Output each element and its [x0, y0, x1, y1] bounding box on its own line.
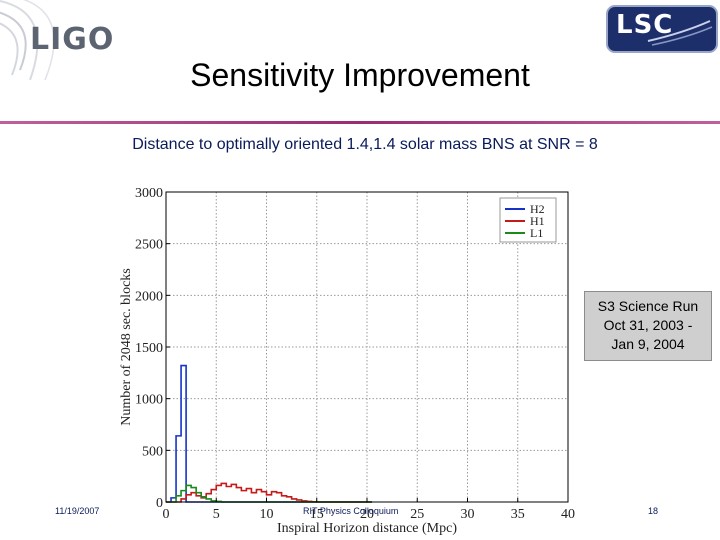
y-tick-label: 2500: [135, 238, 163, 253]
series-line-H2: [166, 364, 373, 503]
ligo-logo-text: LIGO: [30, 22, 115, 57]
x-tick-label: 15: [310, 507, 324, 522]
x-tick-label: 25: [410, 507, 424, 522]
legend-label-H1: H1: [530, 214, 545, 228]
lsc-swoosh-icon: [647, 20, 713, 46]
footer-event: RIT Physics Colloquium: [303, 506, 399, 516]
y-tick-label: 500: [142, 444, 163, 459]
lsc-logo: LSC: [606, 5, 718, 53]
x-tick-label: 20: [360, 507, 374, 522]
x-axis-label: Inspiral Horizon distance (Mpc): [277, 521, 457, 535]
footer-date: 11/19/2007: [55, 506, 100, 516]
y-axis-label: Number of 2048 sec. blocks: [119, 268, 134, 425]
x-tick-label: 5: [213, 507, 220, 522]
ligo-arcs-icon: [0, 0, 55, 81]
callout-line-1: S3 Science Run: [597, 298, 699, 314]
y-tick-label: 1000: [135, 393, 163, 408]
callout-line-2: Oct 31, 2003 -: [603, 317, 693, 333]
callout-line-3: Jan 9, 2004: [611, 336, 685, 352]
page-number: 18: [648, 506, 659, 516]
x-tick-label: 30: [461, 507, 475, 522]
title-divider: [0, 121, 720, 124]
y-tick-label: 3000: [135, 186, 163, 201]
slide-title: Sensitivity Improvement: [190, 57, 530, 93]
y-tick-label: 2000: [135, 289, 163, 304]
slide-subtitle: Distance to optimally oriented 1.4,1.4 s…: [132, 136, 598, 153]
x-tick-label: 35: [511, 507, 525, 522]
run-callout: S3 Science Run Oct 31, 2003 - Jan 9, 200…: [584, 291, 712, 361]
legend-label-L1: L1: [530, 226, 543, 240]
lsc-logo-text: LSC: [616, 10, 674, 40]
chart-svg: 0 5 10 15 20 25 30 35 40 0 500 1000 1500 2000 2500 3000…: [119, 186, 575, 536]
ligo-logo: LIGO: [0, 0, 130, 81]
y-tick-label: 0: [156, 496, 163, 511]
y-tick-label: 1500: [135, 341, 163, 356]
x-tick-label: 0: [163, 507, 170, 522]
x-tick-label: 10: [260, 507, 274, 522]
legend-label-H2: H2: [530, 202, 545, 216]
x-tick-label: 40: [561, 507, 575, 522]
histogram-chart: 0 5 10 15 20 25 30 35 40 0 500 1000 1500 2000 2500 3000…: [110, 180, 590, 536]
